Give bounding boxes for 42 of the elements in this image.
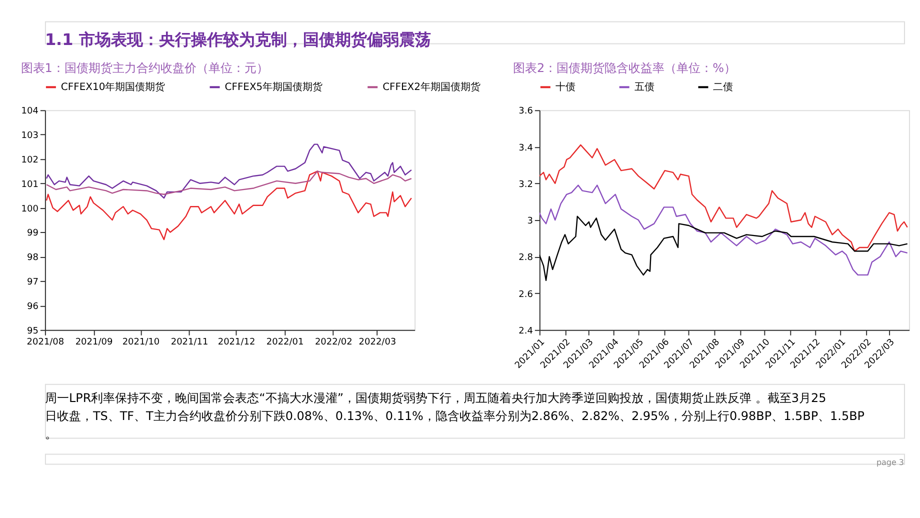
y-tick-label: 3.2 <box>518 180 533 190</box>
x-tick-label: 2021/08 <box>26 337 64 348</box>
y-tick-label: 99 <box>27 228 39 239</box>
x-tick-label: 2022/01 <box>266 337 304 348</box>
line-series <box>539 184 908 276</box>
x-tick-label: 2021/11 <box>170 337 208 348</box>
legend-label: 二债 <box>713 82 734 94</box>
legend-label: CFFEX2年期国债期货 <box>382 81 480 94</box>
y-tick-label: 96 <box>27 302 39 312</box>
x-tick-label: 2022/02 <box>314 337 352 348</box>
x-tick-label: 2022/03 <box>358 337 396 348</box>
y-tick-label: 3 <box>527 216 533 227</box>
legend-label: 十债 <box>555 81 576 94</box>
y-tick-label: 2.6 <box>518 290 534 300</box>
text: page 3 <box>876 458 904 467</box>
y-tick-label: 3.4 <box>518 143 534 154</box>
y-tick-label: 100 <box>21 204 39 214</box>
x-tick-label: 2021/09 <box>75 337 113 348</box>
line-series <box>46 144 412 199</box>
line-series <box>539 216 908 282</box>
y-tick-label: 95 <box>27 326 38 336</box>
y-tick-label: 101 <box>21 180 38 190</box>
chart-title: 图表2：国债期货隐含收益率（单位：%） <box>513 61 736 76</box>
y-tick-label: 97 <box>27 278 38 288</box>
line-series <box>46 170 412 240</box>
text: 周一LPR利率保持不变，晚间国常会表态“不搞大水漫灌”，国债期货弱势下行，周五随着央行加大跨季逆回购投放，国债期货止跌反弹 。截至3月25日收盘，TS、TF、T主力合约收盘价分别下跌0.08%、0.13%、0.11%，隐含收益率分别为2.86%、2.82%、2.95%，分别上行0.98BP、1.5BP、1.5BP。 <box>44 390 865 441</box>
y-tick-label: 102 <box>21 155 38 166</box>
x-tick-label: 2021/12 <box>218 337 256 348</box>
y-tick-label: 98 <box>27 253 39 264</box>
text: 1.1 市场表现：央行操作较为克制，国债期货偏弱震荡 <box>44 30 431 50</box>
line-series <box>539 144 908 252</box>
y-tick-label: 2.8 <box>518 253 534 264</box>
legend-label: 五债 <box>634 82 654 94</box>
y-tick-label: 103 <box>21 131 38 142</box>
y-tick-label: 3.6 <box>518 106 534 117</box>
legend-label: CFFEX5年期国债期货 <box>224 81 323 94</box>
chart-title: 图表1：国债期货主力合约收盘价（单位：元） <box>20 61 268 76</box>
line-series <box>46 170 412 195</box>
y-tick-label: 2.4 <box>518 326 534 336</box>
y-tick-label: 104 <box>21 106 39 117</box>
legend-label: CFFEX10年期国债期货 <box>60 81 166 94</box>
x-tick-label: 2021/10 <box>122 337 160 348</box>
